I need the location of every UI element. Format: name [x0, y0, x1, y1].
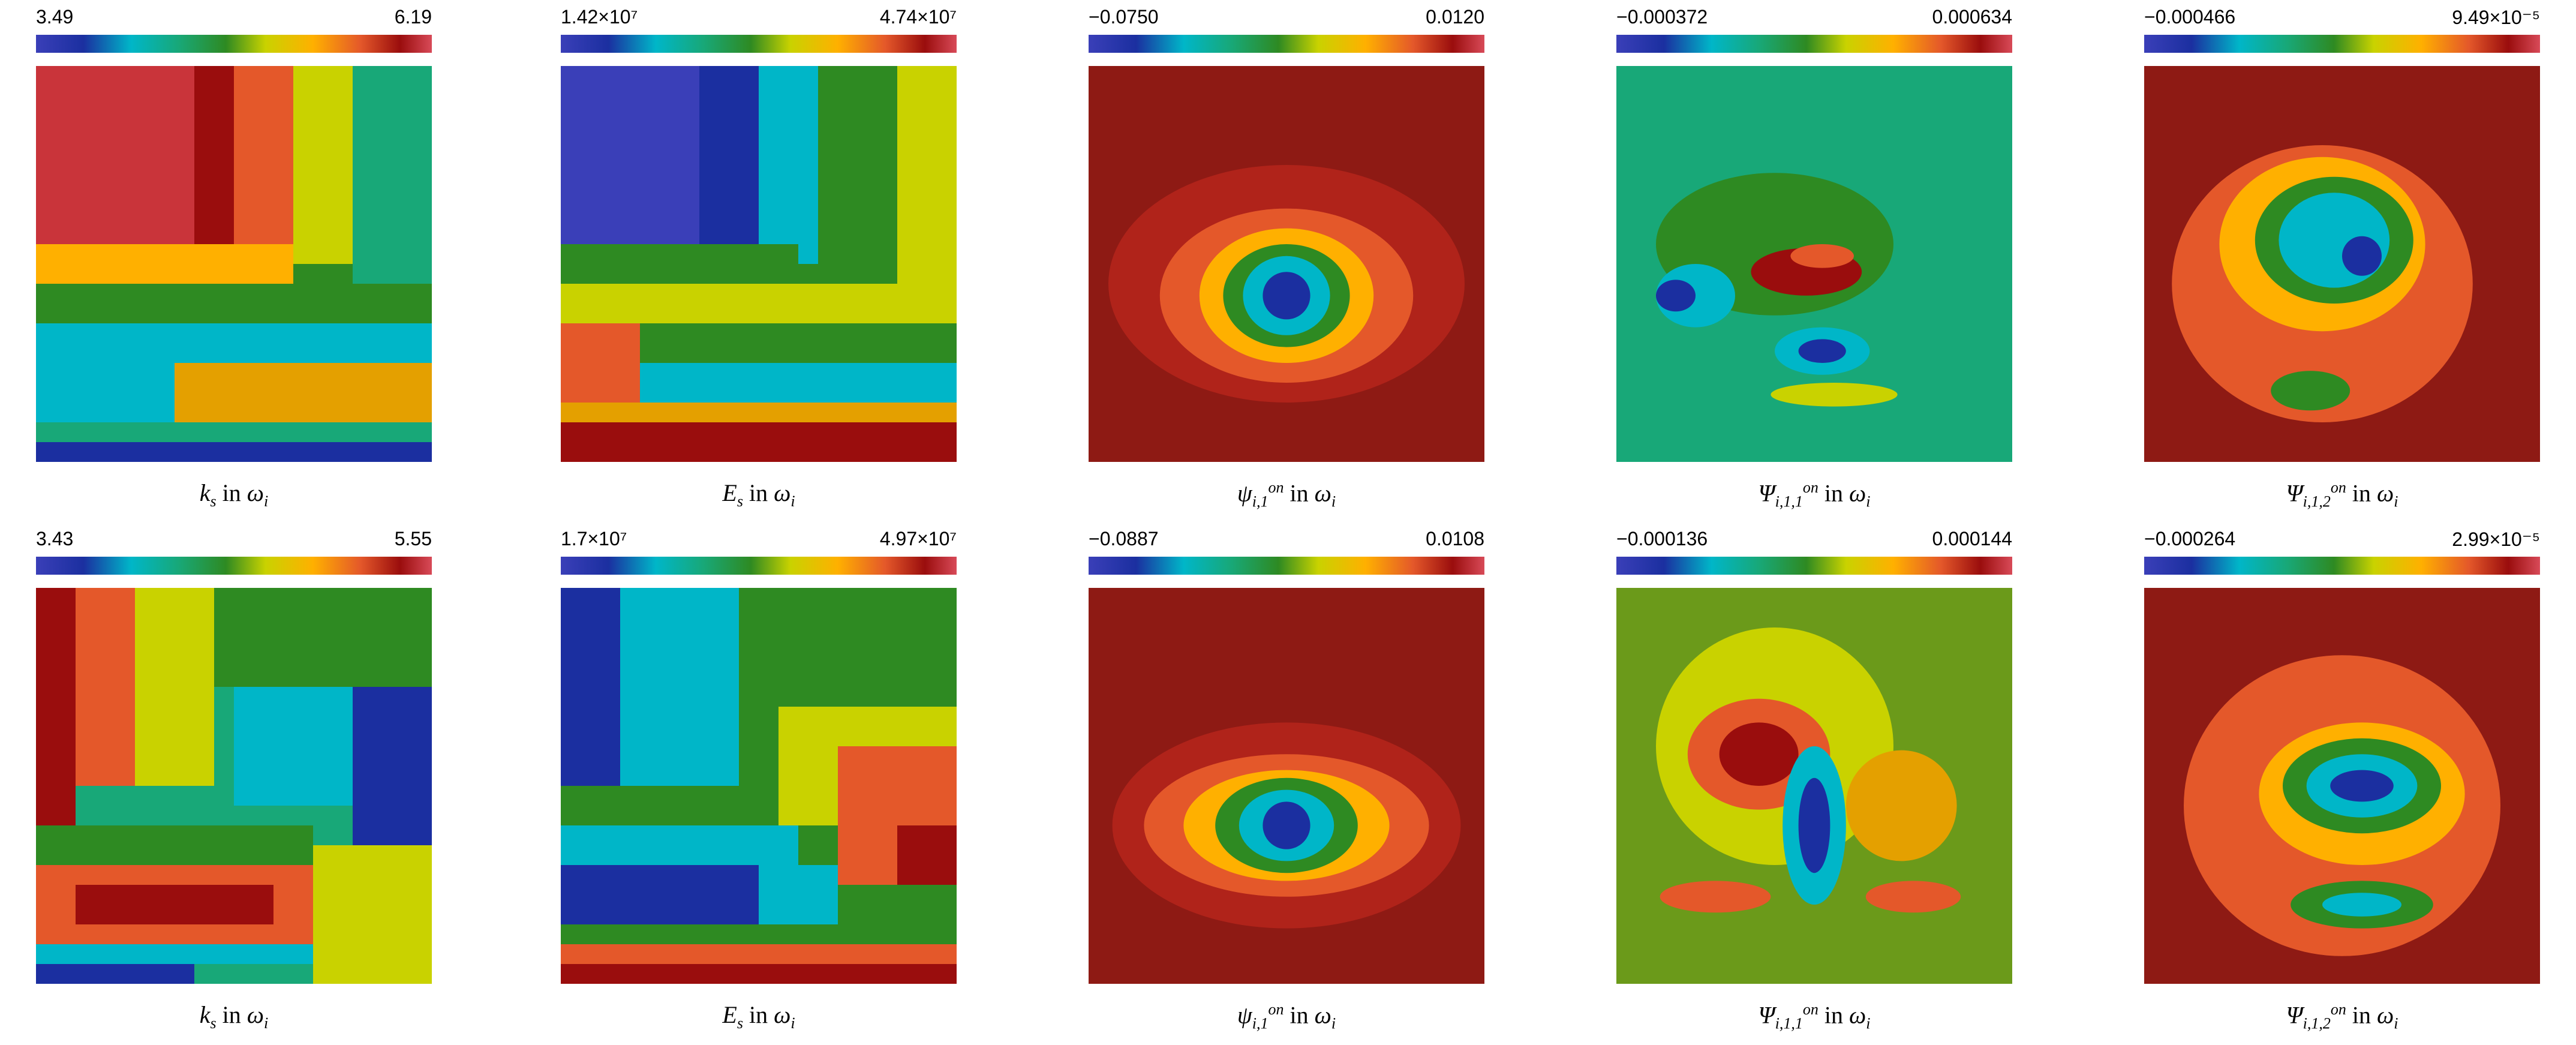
- panel-Psi12-row1: −0.000466 9.49×10⁻⁵ Ψi,1,2on in ωi: [2132, 6, 2552, 522]
- field-image: [1089, 66, 1484, 462]
- colorbar-min-label: −0.0887: [1089, 528, 1159, 549]
- colorbar: [36, 557, 432, 575]
- panel-caption: ks in ωi: [199, 1001, 269, 1032]
- colorbar-min-label: −0.000372: [1616, 6, 1708, 28]
- colorbar: [561, 557, 957, 575]
- panel-caption: Ψi,1,2on in ωi: [2286, 1001, 2398, 1032]
- colorbar-min-label: 3.43: [36, 528, 74, 549]
- colorbar-max-label: 4.74×10⁷: [879, 6, 957, 28]
- colorbar: [1089, 35, 1484, 53]
- panel-caption: ks in ωi: [199, 479, 269, 510]
- colorbar-min-label: 3.49: [36, 6, 74, 28]
- colorbar-max-label: 9.49×10⁻⁵: [2452, 7, 2540, 28]
- colorbar: [1616, 557, 2012, 575]
- colorbar-max-label: 0.0108: [1426, 528, 1484, 549]
- colorbar-max-label: 5.55: [394, 528, 432, 549]
- panel-caption: Es in ωi: [722, 1001, 795, 1032]
- panel-Psi12-row2: −0.000264 2.99×10⁻⁵ Ψi,1,2on in ωi: [2132, 528, 2552, 1044]
- panel-caption: Ψi,1,1on in ωi: [1758, 479, 1871, 511]
- panel-Psi11-row2: −0.000136 0.000144 Ψi,1,1on in ωi: [1604, 528, 2024, 1044]
- colorbar-min-label: 1.7×10⁷: [561, 528, 627, 549]
- field-image: [561, 588, 957, 984]
- Psi11-smooth-field: [1616, 588, 2012, 984]
- Psi12-smooth-field: [2144, 66, 2540, 462]
- colorbar-max-label: 0.0120: [1426, 6, 1484, 28]
- panel-ks-row2: 3.43 5.55 ks in ωi: [24, 528, 444, 1044]
- panel-caption: Ψi,1,1on in ωi: [1758, 1001, 1871, 1032]
- field-image: [36, 66, 432, 462]
- colorbar-min-label: −0.000466: [2144, 6, 2236, 28]
- colorbar-max-label: 0.000144: [1932, 528, 2012, 549]
- colorbar-min-label: 1.42×10⁷: [561, 6, 638, 28]
- field-image: [561, 66, 957, 462]
- panel-caption: Es in ωi: [722, 479, 795, 510]
- field-image: [1089, 588, 1484, 984]
- panel-psi-row1: −0.0750 0.0120 ψi,1on in ωi: [1077, 6, 1496, 522]
- panel-caption: Ψi,1,2on in ωi: [2286, 479, 2398, 511]
- psi-smooth-field: [1089, 66, 1484, 462]
- field-image: [1616, 66, 2012, 462]
- colorbar-max-label: 6.19: [394, 6, 432, 28]
- panel-es-row2: 1.7×10⁷ 4.97×10⁷ Es in ωi: [549, 528, 969, 1044]
- ks-blocky-field: [36, 66, 432, 462]
- colorbar-min-label: −0.000136: [1616, 528, 1708, 549]
- panel-psi-row2: −0.0887 0.0108 ψi,1on in ωi: [1077, 528, 1496, 1044]
- Psi12-smooth-field: [2144, 588, 2540, 984]
- colorbar: [36, 35, 432, 53]
- colorbar: [2144, 35, 2540, 53]
- field-image: [36, 588, 432, 984]
- ks-blocky-field: [36, 588, 432, 984]
- psi-smooth-field: [1089, 588, 1484, 984]
- colorbar: [1616, 35, 2012, 53]
- colorbar: [2144, 557, 2540, 575]
- colorbar-max-label: 2.99×10⁻⁵: [2452, 528, 2540, 550]
- colorbar-max-label: 4.97×10⁷: [879, 528, 957, 549]
- es-blocky-field: [561, 588, 957, 984]
- colorbar: [561, 35, 957, 53]
- colorbar: [1089, 557, 1484, 575]
- panel-es-row1: 1.42×10⁷ 4.74×10⁷ Es in ωi: [549, 6, 969, 522]
- panel-Psi11-row1: −0.000372 0.000634 Ψi,1,1on in ωi: [1604, 6, 2024, 522]
- Psi11-smooth-field: [1616, 66, 2012, 462]
- panel-ks-row1: 3.49 6.19 ks in ωi: [24, 6, 444, 522]
- colorbar-min-label: −0.0750: [1089, 6, 1159, 28]
- panel-caption: ψi,1on in ωi: [1237, 479, 1336, 511]
- es-blocky-field: [561, 66, 957, 462]
- field-image: [2144, 66, 2540, 462]
- colorbar-max-label: 0.000634: [1932, 6, 2012, 28]
- field-image: [1616, 588, 2012, 984]
- panel-caption: ψi,1on in ωi: [1237, 1001, 1336, 1032]
- colorbar-min-label: −0.000264: [2144, 528, 2236, 549]
- field-image: [2144, 588, 2540, 984]
